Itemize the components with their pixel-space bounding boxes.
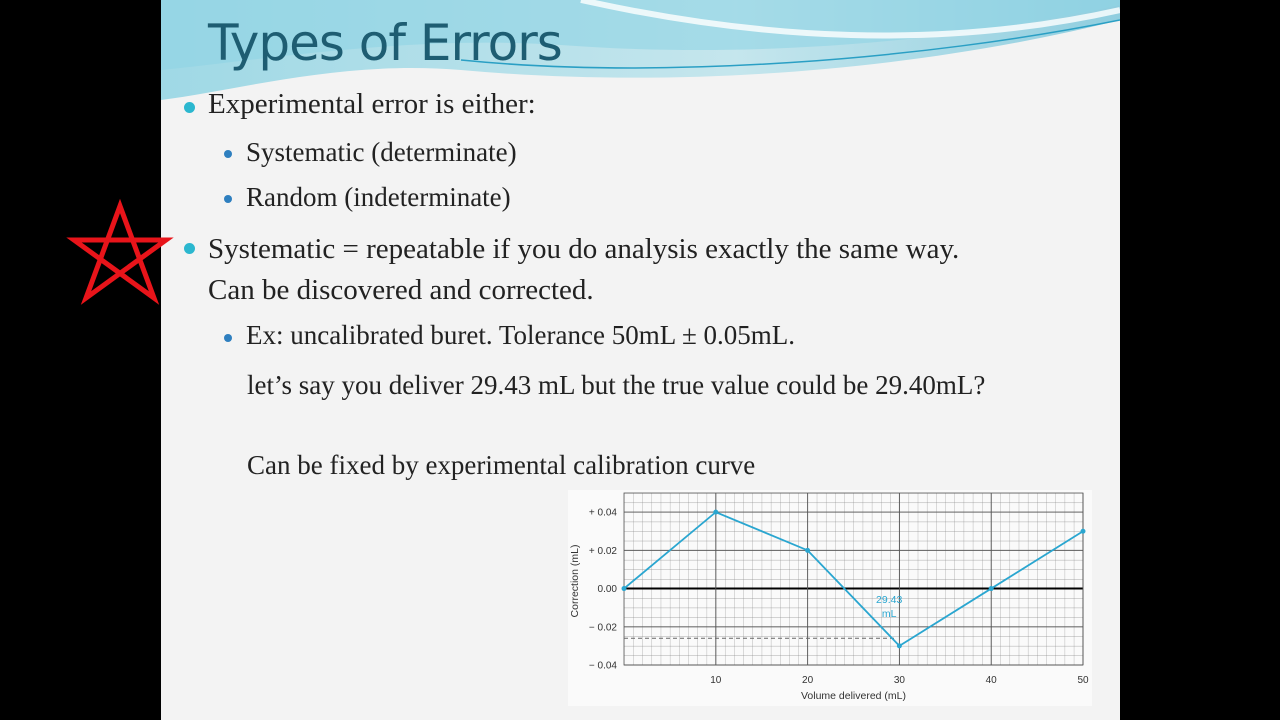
x-tick-label: 40 [986,675,998,686]
data-point [621,586,627,592]
x-tick-label: 10 [710,675,722,686]
bullet-text: Systematic = repeatable if you do analys… [208,233,960,306]
data-line [623,511,1084,648]
y-tick-label: − 0.04 [589,661,618,672]
star-icon [66,198,174,305]
y-axis-label: Correction (mL) [569,545,581,618]
y-tick-label: + 0.02 [589,546,618,557]
slide-title: Types of Errors [208,14,563,72]
y-tick-label: + 0.04 [589,508,618,519]
bullet-text: Systematic (determinate) [246,137,517,167]
y-tick-label: 0.00 [598,584,618,595]
data-point [988,586,994,592]
bullet [224,195,232,203]
header-waves [161,0,1120,100]
bullet [224,334,232,342]
y-tick-label: − 0.02 [589,622,618,633]
bullet [184,243,195,254]
data-point [1080,528,1086,534]
data-point [713,509,719,515]
bullet [224,150,232,158]
data-point [896,643,902,649]
note-text: Can be fixed by experimental calibration… [247,450,756,480]
x-tick-label: 50 [1077,675,1089,686]
bullet-text: Random (indeterminate) [246,182,511,212]
bullet [184,102,195,113]
chart: + 0.04 + 0.02 0.00 − 0.02 − 0.04 10 20 30 40 50 Vo… [568,490,1092,706]
annotation-text: 29.43 [876,594,902,606]
minor-grid [624,493,1083,665]
x-tick-label: 30 [894,675,906,686]
bullet-text: Ex: uncalibrated buret. Tolerance 50mL ±… [246,320,796,350]
x-axis-label: Volume delivered (mL) [801,690,906,702]
data-point [805,547,811,553]
annotation-text: mL [882,608,897,620]
note-text: let’s say you deliver 29.43 mL but the t… [247,370,986,400]
x-tick-label: 20 [802,675,814,686]
bullet-text: Experimental error is either: [208,88,536,120]
